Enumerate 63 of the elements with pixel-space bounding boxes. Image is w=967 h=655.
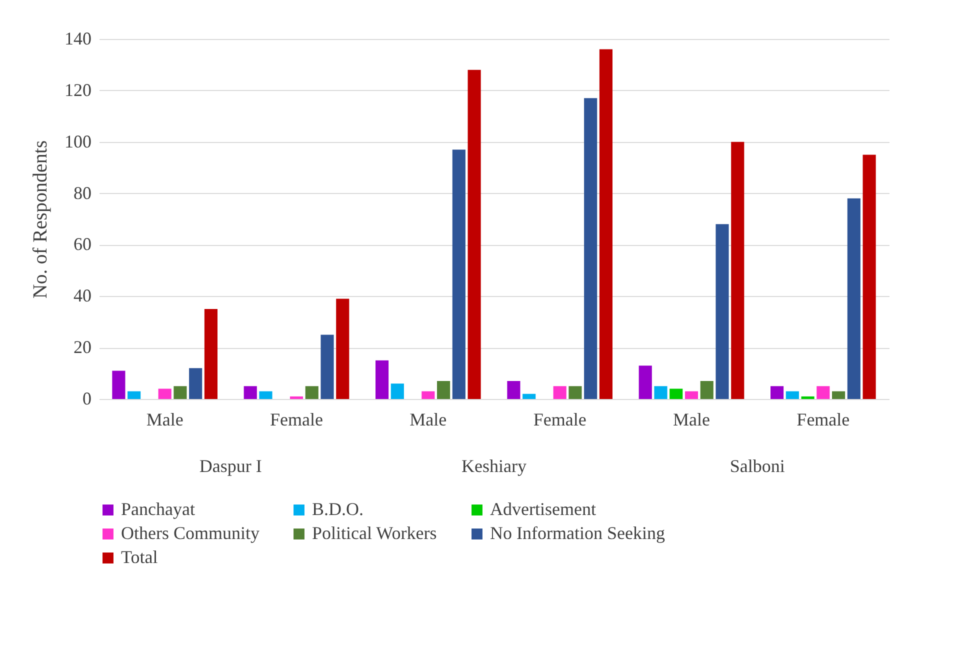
bar bbox=[390, 384, 404, 399]
x-tick-label: Male bbox=[410, 410, 447, 430]
bar bbox=[468, 70, 481, 399]
bar bbox=[305, 386, 318, 399]
text: Salboni bbox=[730, 456, 785, 476]
bar bbox=[320, 334, 334, 399]
bar bbox=[801, 396, 814, 399]
x-tick-label: Male bbox=[146, 410, 184, 430]
legend-label: Total bbox=[121, 547, 158, 567]
bar bbox=[128, 391, 141, 399]
bar bbox=[259, 391, 272, 399]
legend-label: No Information Seeking bbox=[490, 523, 665, 543]
bar bbox=[422, 391, 435, 399]
bar bbox=[832, 391, 846, 399]
bar bbox=[553, 386, 566, 399]
y-tick-label: 40 bbox=[74, 286, 92, 306]
x-tick-label: Male bbox=[673, 410, 710, 430]
bar bbox=[158, 388, 172, 399]
x-tick-label: Female bbox=[270, 410, 323, 430]
bar bbox=[862, 154, 876, 399]
y-tick-label: 140 bbox=[64, 28, 92, 48]
text: Daspur I bbox=[199, 456, 262, 476]
x-tick-label: Female bbox=[796, 410, 850, 430]
y-tick-label: 20 bbox=[74, 337, 92, 358]
bar bbox=[847, 198, 860, 399]
bar bbox=[684, 391, 698, 399]
y-tick-label: 0 bbox=[82, 388, 92, 408]
bar bbox=[452, 150, 466, 399]
legend-label: B.D.O. bbox=[312, 499, 364, 519]
bar bbox=[568, 386, 582, 399]
bar bbox=[584, 98, 598, 399]
y-tick-label: 100 bbox=[64, 131, 92, 152]
y-tick-label: 60 bbox=[74, 234, 92, 254]
bar bbox=[599, 49, 612, 399]
bar bbox=[816, 386, 830, 399]
text: Keshiary bbox=[462, 456, 526, 476]
bar bbox=[112, 370, 126, 399]
bar bbox=[670, 388, 683, 399]
y-tick-label: 120 bbox=[64, 80, 92, 100]
bar bbox=[700, 381, 714, 399]
legend-label: Others Community bbox=[121, 523, 260, 543]
bar bbox=[244, 386, 257, 399]
legend-label: Advertisement bbox=[490, 499, 596, 519]
bar bbox=[731, 142, 744, 399]
bar bbox=[189, 368, 202, 399]
bar bbox=[174, 386, 187, 399]
x-tick-label: Female bbox=[533, 410, 586, 430]
y-axis-title: No. of Respondents bbox=[30, 140, 52, 299]
bar bbox=[507, 381, 520, 399]
bar bbox=[786, 391, 799, 399]
bar bbox=[437, 381, 450, 399]
legend-label: Political Workers bbox=[312, 523, 437, 543]
bar bbox=[638, 366, 652, 399]
bar bbox=[522, 394, 536, 399]
y-tick-label: 80 bbox=[74, 182, 92, 203]
legend-label: Panchayat bbox=[121, 499, 195, 519]
bar bbox=[654, 386, 668, 399]
bar bbox=[290, 396, 304, 399]
bar bbox=[204, 309, 218, 399]
bar bbox=[716, 224, 729, 399]
bar bbox=[336, 298, 350, 399]
bar bbox=[376, 360, 389, 399]
bar bbox=[770, 386, 784, 399]
